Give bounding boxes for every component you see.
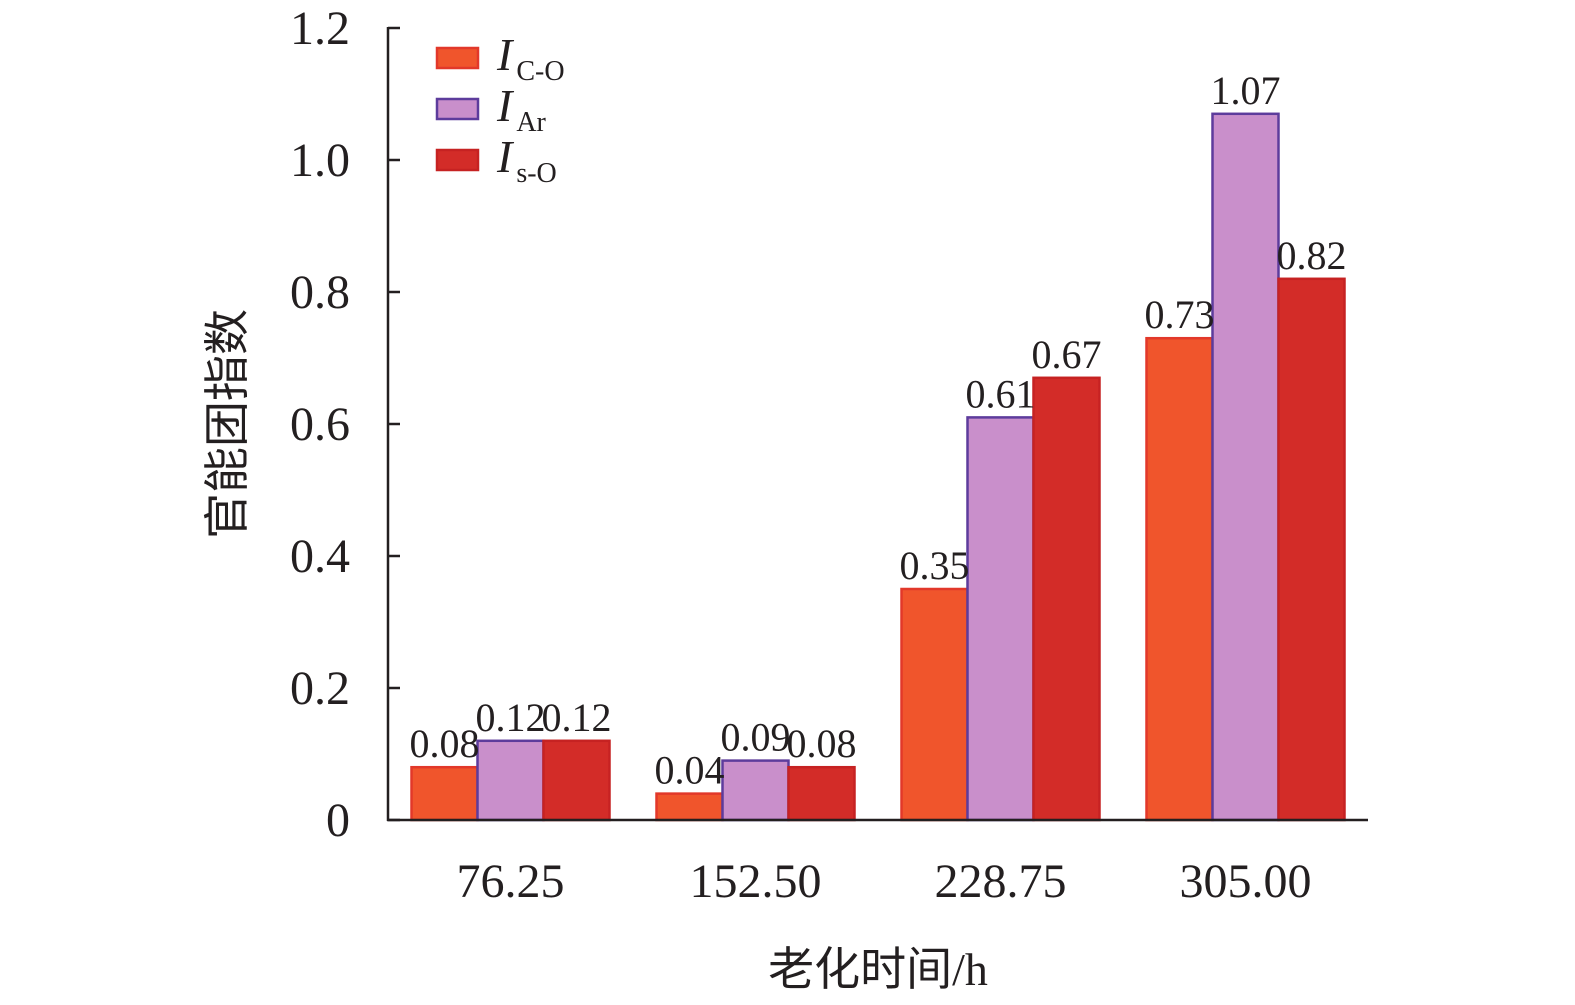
bar-i-s-o-305-00 [1277,277,1346,822]
bar-i-c-o-228-75 [900,587,969,822]
bars-layer [410,112,1346,822]
legend-symbol: I [496,131,515,182]
legend-label: I C-O [496,29,565,87]
data-label-i-c-o-228-75: 0.35 [900,543,970,588]
legend-subscript: C-O [516,56,564,87]
data-label-i-ar-152-50: 0.09 [721,715,791,760]
bar-i-ar-152-50 [721,759,790,822]
legend-symbol: I [496,80,515,131]
x-tick-label: 228.75 [935,855,1067,908]
data-label-i-s-o-228-75: 0.67 [1032,332,1102,377]
legend-swatch [435,148,480,172]
legend: I C-OI ArI s-O [435,29,565,189]
legend-swatch [435,97,480,121]
bar-i-s-o-76-25 [542,739,611,822]
data-label-i-s-o-305-00: 0.82 [1277,233,1347,278]
bar-i-s-o-228-75 [1032,376,1101,822]
y-tick-label: 1.2 [290,2,350,55]
legend-subscript: s-O [516,158,556,189]
legend-label: I Ar [496,80,547,138]
data-label-i-c-o-76-25: 0.08 [410,721,480,766]
bar-i-ar-76-25 [476,739,545,822]
data-label-i-c-o-152-50: 0.04 [655,748,725,793]
data-label-i-ar-76-25: 0.12 [476,695,546,740]
y-tick-label: 0.4 [290,530,350,583]
y-tick-label: 1.0 [290,134,350,187]
data-label-i-s-o-152-50: 0.08 [787,721,857,766]
data-label-i-c-o-305-00: 0.73 [1145,292,1215,337]
data-label-i-ar-228-75: 0.61 [966,371,1036,416]
data-labels-layer: 0.080.040.350.730.12 0.090.611.070.120.08… [410,68,1347,793]
legend-swatch [435,46,480,70]
bar-i-ar-305-00 [1211,112,1280,822]
y-axis-title: 官能团指数 [202,309,253,539]
y-axis-ticks: 0 0.2 0.4 0.6 0.8 1.0 1.2 [290,2,400,847]
x-tick-label: 152.50 [690,855,822,908]
data-label-i-ar-305-00: 1.07 [1211,68,1281,113]
y-tick-label: 0.8 [290,266,350,319]
legend-item-i-c-o: I C-O [435,29,565,87]
legend-subscript: Ar [516,107,546,138]
bar-i-ar-228-75 [966,416,1035,822]
bar-i-c-o-76-25 [410,765,479,822]
y-tick-label: 0 [326,794,350,847]
legend-symbol: I [496,29,515,80]
bar-i-c-o-305-00 [1145,336,1214,822]
x-tick-label: 76.25 [457,855,565,908]
x-axis-title: 老化时间/h [768,944,988,995]
y-tick-label: 0.2 [290,662,350,715]
legend-item-i-ar: I Ar [435,80,547,138]
bar-i-s-o-152-50 [787,765,856,822]
data-label-i-s-o-76-25: 0.12 [542,695,612,740]
bar-i-c-o-152-50 [655,792,724,822]
x-tick-label: 305.00 [1180,855,1312,908]
x-axis-tick-labels: 76.25 152.50 228.75 305.00 [457,855,1312,908]
y-tick-label: 0.6 [290,398,350,451]
